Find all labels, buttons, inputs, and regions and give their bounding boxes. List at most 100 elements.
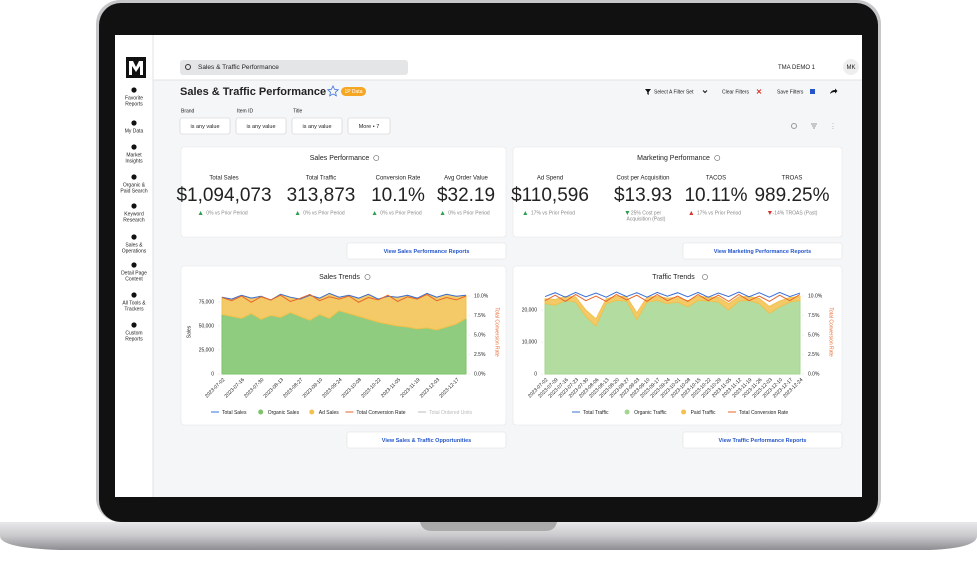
kpi-card — [180, 146, 507, 238]
filter-set[interactable]: Select A Filter Set — [654, 89, 694, 95]
y-tick-label: 10,000 — [522, 339, 538, 345]
avatar-initials: MK — [847, 65, 856, 71]
search-box[interactable] — [180, 60, 408, 75]
legend-swatch — [309, 409, 315, 415]
nav-icon — [131, 234, 137, 240]
filter-icon — [645, 89, 651, 95]
legend-label[interactable]: Total Ordered Units — [429, 410, 473, 416]
report-button[interactable] — [346, 242, 507, 260]
save-icon — [810, 89, 815, 94]
metric-label: Total Sales — [209, 176, 238, 182]
report-button-text: View Sales Performance Reports — [384, 249, 470, 255]
more-button[interactable] — [347, 117, 391, 135]
nav-label[interactable]: Detail Page — [121, 270, 147, 276]
trend-arrow — [767, 211, 772, 215]
line — [544, 293, 801, 303]
notch — [420, 522, 557, 531]
nav-label[interactable]: Sales & — [125, 242, 143, 248]
area — [544, 295, 801, 327]
nav-label[interactable]: Market — [126, 152, 142, 158]
filter-toggle[interactable] — [811, 123, 817, 129]
nav-icon — [131, 322, 137, 328]
filter-input[interactable] — [179, 117, 231, 135]
kpi-card — [512, 146, 843, 238]
badge-text: 1P Data — [345, 89, 363, 95]
legend-label[interactable]: Organic Traffic — [634, 410, 667, 416]
y2-tick-label: 2.5% — [474, 352, 486, 358]
nav-label[interactable]: Organic & — [123, 182, 146, 188]
y-tick-label: 20,000 — [522, 307, 538, 313]
filter-value: is any value — [302, 124, 331, 130]
nav-label[interactable]: Content — [125, 276, 143, 282]
clear-filters[interactable]: Clear Filters — [722, 89, 749, 95]
nav-label[interactable]: All Tools & — [122, 300, 146, 306]
card-title: Sales Performance — [310, 155, 370, 162]
filter-input[interactable] — [235, 117, 287, 135]
line — [544, 291, 801, 298]
nav-label[interactable]: Keyword — [124, 211, 144, 217]
share-icon[interactable] — [830, 88, 838, 95]
metric-delta: 17% vs Prior Period — [697, 210, 741, 216]
metric-label: Ad Spend — [537, 176, 563, 182]
nav-label[interactable]: Paid Search — [120, 188, 147, 194]
metric-value: 10.1% — [371, 185, 425, 206]
nav-label[interactable]: Reports — [125, 101, 143, 107]
trend-arrow — [689, 211, 694, 215]
report-button[interactable] — [682, 242, 843, 260]
nav-label[interactable]: Operations — [122, 248, 147, 254]
legend-label[interactable]: Paid Traffic — [691, 410, 716, 416]
trend-arrow — [440, 211, 445, 215]
y2-axis-title: Total Conversion Rate — [828, 307, 834, 356]
legend-label[interactable]: Total Sales — [222, 410, 247, 416]
nav-label[interactable]: Custom — [125, 330, 142, 336]
filter-label: Item ID — [237, 108, 254, 114]
y2-tick-label: 0.0% — [474, 371, 486, 377]
trend-arrow — [295, 211, 300, 215]
nav-icon — [131, 174, 137, 180]
chart-button-text: View Traffic Performance Reports — [719, 438, 807, 444]
nav-icon — [131, 144, 137, 150]
card-title: Marketing Performance — [637, 155, 710, 162]
legend-label[interactable]: Organic Sales — [268, 410, 300, 416]
trend-arrow — [625, 211, 630, 215]
chart-button[interactable] — [682, 431, 843, 449]
nav-label[interactable]: My Data — [125, 128, 144, 134]
avatar[interactable] — [843, 59, 859, 75]
metric-label: TROAS — [782, 176, 803, 182]
legend-label[interactable]: Total Traffic — [583, 410, 609, 416]
info-icon — [702, 274, 708, 280]
legend-label[interactable]: Total Conversion Rate — [356, 410, 405, 416]
line — [221, 293, 467, 303]
metric-delta: 0% vs Prior Period — [206, 210, 248, 216]
y2-axis-title: Total Conversion Rate — [494, 307, 500, 356]
nav-icon — [131, 292, 137, 298]
metric-label: Total Traffic — [306, 176, 337, 182]
nav-label[interactable]: Research — [123, 217, 145, 223]
save-filters[interactable]: Save Filters — [777, 89, 804, 95]
favorite-star[interactable] — [326, 85, 340, 97]
nav-label[interactable]: Trackers — [124, 306, 144, 312]
legend-label[interactable]: Total Conversion Rate — [739, 410, 788, 416]
nav-label[interactable]: Reports — [125, 336, 143, 342]
metric-value: 313,873 — [287, 185, 356, 206]
chevron — [702, 90, 708, 94]
logo-mark — [129, 61, 143, 75]
y-axis-title: Sales — [186, 325, 192, 338]
legend-label[interactable]: Ad Sales — [319, 410, 340, 416]
chart-button[interactable] — [346, 431, 507, 449]
nav-icon — [131, 262, 137, 268]
filter-input[interactable] — [291, 117, 343, 135]
trend-arrow — [372, 211, 377, 215]
search-text: Sales & Traffic Performance — [198, 64, 279, 71]
nav-label[interactable]: Insights — [125, 158, 143, 164]
y2-tick-label: 5.0% — [474, 332, 486, 338]
y2-tick-label: 7.5% — [808, 313, 820, 319]
metric-value: $32.19 — [437, 185, 495, 206]
metric-label: TACOS — [706, 176, 726, 182]
nav-icon — [131, 87, 137, 93]
nav-label[interactable]: Favorite — [125, 95, 143, 101]
refresh-icon[interactable] — [791, 123, 797, 129]
account-name[interactable]: TMA DEMO 1 — [778, 65, 816, 71]
metric-delta: 0% vs Prior Period — [303, 210, 345, 216]
